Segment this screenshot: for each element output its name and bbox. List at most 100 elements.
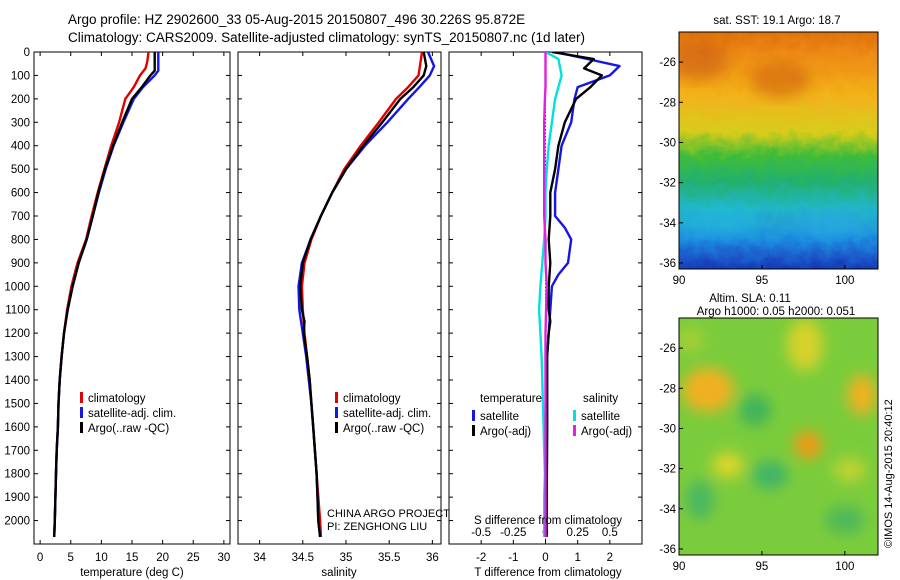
- depth-tick-label: 0: [24, 47, 30, 59]
- x-tick-label: 20: [156, 552, 169, 564]
- depth-tick-label: 400: [11, 141, 30, 153]
- x-tick-label: 35.5: [378, 552, 400, 564]
- legend-label: Argo(..raw -QC): [343, 423, 424, 435]
- x-tick-label: 35: [340, 552, 353, 564]
- sla-map-frame: [678, 317, 879, 556]
- project-credit: CHINA ARGO PROJECT: [327, 508, 450, 520]
- depth-axis: 0 100 200 300 400 500 600 700 800 900 1000 1100 1200…: [4, 47, 230, 528]
- temperature-plot-frame: [33, 51, 231, 545]
- depth-tick-label: 1400: [4, 375, 30, 387]
- legend-swatch: [335, 407, 338, 418]
- series-line-s-argo-adj: [543, 52, 548, 537]
- map-x-tick-label: 95: [756, 561, 769, 573]
- salinity-panel: 34 34.5 35 35.5 36 salinity climatology satel…: [237, 51, 450, 579]
- map-y-tick-label: -30: [659, 137, 676, 149]
- x-tick-label: 0: [37, 552, 43, 564]
- temperature-x-axis: 0 5 10 15 20 25 30: [37, 52, 230, 564]
- depth-tick-label: 800: [11, 234, 30, 246]
- map-y-tick-label: -30: [659, 423, 676, 435]
- temperature-panel: 0100200300400500600700800900100011001200…: [4, 47, 231, 579]
- legend-label: Argo(-adj): [581, 426, 632, 438]
- x-tick-label: 25: [187, 552, 200, 564]
- depth-tick-label: 300: [11, 117, 30, 129]
- depth-tick-label: 1100: [5, 305, 30, 317]
- depth-tick-label: 600: [11, 188, 30, 200]
- sla-map-title: Altim. SLA: 0.11: [709, 293, 791, 305]
- map-x-tick-label: 100: [835, 561, 854, 573]
- legend-swatch: [335, 422, 338, 433]
- map-y-tick-label: -32: [659, 464, 676, 476]
- map-x-tick-label: 90: [673, 275, 686, 287]
- x-tick-label: 34: [253, 552, 266, 564]
- difference-x-axis: -2 -1 0 1 2-0.5 -0.25 0 0.25 0.5: [471, 52, 618, 564]
- s-tick-label: -0.5: [471, 527, 491, 539]
- x-tick-label: -1: [508, 552, 518, 564]
- x-tick-label: 10: [95, 552, 108, 564]
- salinity-y-ticks: [238, 51, 441, 522]
- legend-label: satellite: [480, 411, 519, 423]
- x-tick-label: 0: [542, 552, 548, 564]
- map-y-tick-label: -32: [659, 178, 676, 190]
- salinity-x-label: salinity: [321, 567, 356, 579]
- map-x-tick-label: 100: [835, 275, 854, 287]
- temperature-series: [53, 52, 160, 538]
- map-y-tick-label: -26: [659, 343, 676, 355]
- salinity-legend: climatology satellite-adj. clim. Argo(..ra…: [335, 392, 431, 435]
- depth-tick-label: 100: [11, 70, 30, 82]
- s-tick-label: 0.5: [602, 527, 618, 539]
- difference-panel: -2 -1 0 1 2-0.5 -0.25 0 0.25 0.5 S difference fr…: [448, 51, 643, 579]
- x-tick-label: 15: [126, 552, 139, 564]
- difference-y-ticks: [449, 51, 642, 522]
- map-y-tick-label: -36: [659, 544, 676, 556]
- x-tick-label: 30: [217, 552, 230, 564]
- legend-label: satellite: [581, 411, 620, 423]
- s-tick-label: -0.25: [500, 527, 526, 539]
- legend-swatch: [80, 392, 83, 403]
- legend-label: climatology: [88, 393, 146, 405]
- map-x-tick-label: 90: [673, 561, 686, 573]
- sst-map-panel: sat. SST: 19.1 Argo: 18.7 90 95 100 -26 -28 -…: [659, 15, 879, 287]
- legend-label: satellite-adj. clim.: [88, 408, 176, 420]
- s-difference-label: S difference from climatology: [474, 515, 622, 527]
- legend-swatch: [80, 407, 83, 418]
- map-y-tick-label: -34: [659, 218, 676, 230]
- legend-swatch: [472, 425, 475, 436]
- map-y-tick-label: -34: [659, 504, 676, 516]
- x-tick-label: -2: [476, 552, 486, 564]
- series-line-argo-raw-qc: [53, 52, 156, 538]
- salinity-series: [297, 52, 436, 538]
- depth-tick-label: 500: [11, 164, 30, 176]
- depth-tick-label: 700: [11, 211, 30, 223]
- sst-map-title: sat. SST: 19.1 Argo: 18.7: [713, 15, 840, 27]
- salinity-plot-frame: [237, 51, 442, 545]
- legend-label: Argo(-adj): [480, 426, 531, 438]
- series-line-argo-raw-qc: [299, 52, 428, 538]
- t-difference-label: T difference from climatology: [474, 567, 621, 579]
- figure-title-line1: Argo profile: HZ 2902600_33 05-Aug-2015 …: [68, 12, 525, 27]
- sst-map-frame: [678, 31, 879, 270]
- sla-field: [679, 318, 878, 555]
- legend-swatch: [335, 392, 338, 403]
- sla-map-axes: 90 95 100 -26 -28 -30 -32 -34 -36: [659, 343, 854, 573]
- depth-tick-label: 1700: [4, 445, 30, 457]
- difference-legend: temperature salinity satellite Argo(-adj) sa…: [472, 393, 632, 438]
- depth-tick-label: 1000: [4, 281, 30, 293]
- legend-label: satellite-adj. clim.: [343, 408, 431, 420]
- depth-tick-label: 2000: [4, 516, 30, 528]
- sla-map-subtitle: Argo h1000: 0.05 h2000: 0.051: [697, 306, 856, 318]
- depth-tick-label: 1300: [4, 352, 30, 364]
- salinity-x-axis: 34 34.5 35 35.5 36: [253, 52, 439, 564]
- legend-title-salinity: salinity: [583, 393, 618, 405]
- sst-field: [679, 32, 878, 269]
- map-y-tick-label: -36: [659, 258, 676, 270]
- legend-swatch: [80, 422, 83, 433]
- depth-tick-label: 1200: [4, 328, 30, 340]
- difference-series: [537, 52, 621, 538]
- depth-tick-label: 1600: [4, 422, 30, 434]
- sla-map-panel: Altim. SLA: 0.11 Argo h1000: 0.05 h2000:…: [659, 293, 879, 573]
- legend-title-temperature: temperature: [480, 393, 542, 405]
- series-line-t-argo-adj: [545, 52, 603, 538]
- temperature-legend: climatology satellite-adj. clim. Argo(..ra…: [80, 392, 176, 435]
- legend-label: Argo(..raw -QC): [88, 423, 169, 435]
